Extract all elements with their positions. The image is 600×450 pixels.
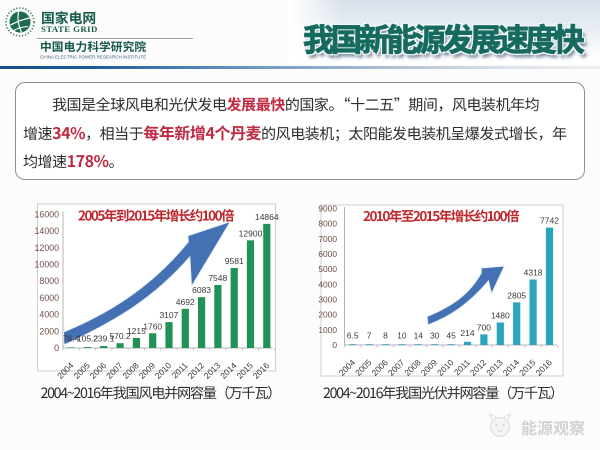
svg-text:6000: 6000 — [39, 293, 59, 303]
svg-text:8000: 8000 — [39, 276, 59, 286]
svg-text:4318: 4318 — [524, 268, 543, 278]
svg-text:700: 700 — [477, 322, 491, 332]
svg-text:12000: 12000 — [35, 243, 60, 253]
svg-text:570.2: 570.2 — [109, 331, 131, 341]
svg-text:10: 10 — [397, 331, 407, 341]
svg-text:4000: 4000 — [318, 279, 337, 289]
svg-text:214: 214 — [460, 328, 474, 338]
svg-text:14000: 14000 — [35, 226, 60, 236]
svg-text:2005年到2015年增长约100倍: 2005年到2015年增长约100倍 — [78, 205, 235, 225]
svg-text:4692: 4692 — [176, 297, 195, 307]
svg-text:3000: 3000 — [318, 295, 337, 305]
svg-text:16000: 16000 — [35, 209, 60, 219]
svg-text:12900: 12900 — [239, 228, 263, 238]
svg-text:7742: 7742 — [540, 216, 559, 226]
svg-text:7548: 7548 — [208, 273, 227, 283]
svg-text:105.2: 105.2 — [77, 334, 99, 344]
svg-text:6.5: 6.5 — [347, 331, 359, 341]
svg-text:8: 8 — [383, 331, 388, 341]
svg-text:7000: 7000 — [318, 234, 337, 244]
svg-text:5000: 5000 — [318, 264, 337, 274]
svg-text:239.1: 239.1 — [93, 334, 115, 344]
svg-text:2805: 2805 — [507, 290, 526, 300]
svg-text:9000: 9000 — [318, 204, 337, 214]
svg-text:8000: 8000 — [318, 219, 337, 229]
svg-text:10000: 10000 — [35, 260, 60, 270]
svg-text:6083: 6083 — [192, 285, 211, 295]
svg-text:6000: 6000 — [318, 249, 337, 259]
svg-text:1760: 1760 — [143, 321, 162, 331]
svg-text:30: 30 — [430, 331, 440, 341]
svg-text:1000: 1000 — [318, 325, 337, 335]
svg-text:2000: 2000 — [39, 326, 59, 336]
svg-text:3107: 3107 — [159, 310, 178, 320]
svg-text:14: 14 — [414, 331, 424, 341]
svg-text:1215: 1215 — [127, 326, 146, 336]
svg-text:0: 0 — [332, 340, 337, 350]
svg-text:1480: 1480 — [491, 311, 510, 321]
svg-text:45: 45 — [446, 331, 456, 341]
svg-text:2000: 2000 — [318, 310, 337, 320]
svg-text:0: 0 — [54, 343, 59, 353]
svg-text:4000: 4000 — [39, 310, 59, 320]
svg-text:9581: 9581 — [225, 256, 244, 266]
svg-text:76.4: 76.4 — [63, 334, 80, 344]
svg-text:7: 7 — [367, 331, 372, 341]
svg-text:14864: 14864 — [255, 212, 279, 222]
svg-text:2010年至2015年增长约100倍: 2010年至2015年增长约100倍 — [363, 205, 520, 225]
